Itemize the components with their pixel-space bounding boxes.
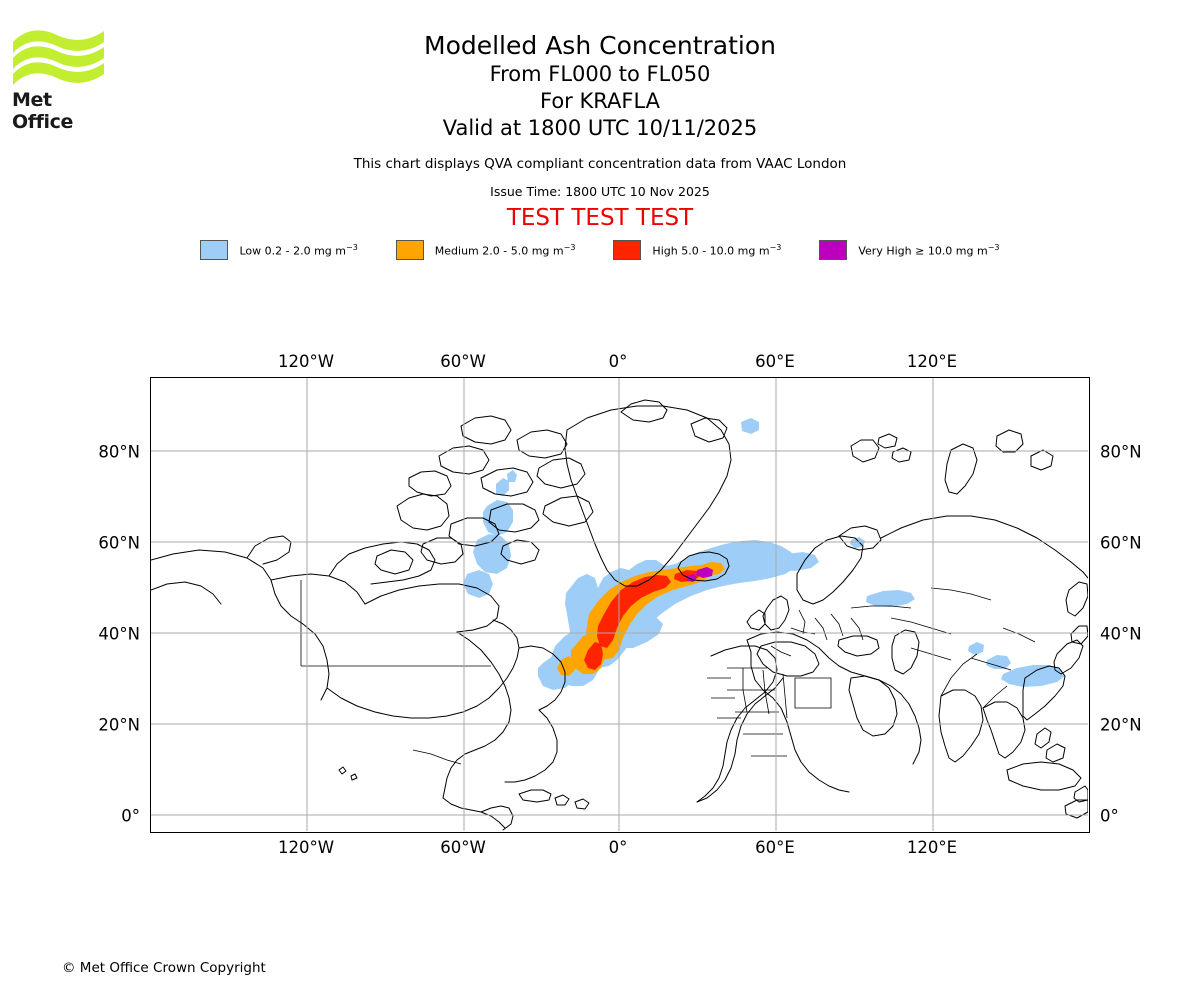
- lat-tick-left-0: 0°: [121, 806, 140, 826]
- legend-swatch-medium: [395, 240, 424, 260]
- legend-label-medium: Medium 2.0 - 5.0 mg m−3: [434, 242, 576, 258]
- lat-tick-right-40n: 40°N: [1100, 624, 1142, 644]
- coastlines: [151, 399, 1088, 831]
- lon-tick-top-60w: 60°W: [440, 352, 486, 371]
- country-borders: [300, 580, 1036, 765]
- lon-tick-top-120e: 120°E: [906, 352, 958, 371]
- lon-tick-top-120w: 120°W: [277, 352, 335, 371]
- met-office-waves-icon: [13, 30, 104, 85]
- valid-time-subtitle: Valid at 1800 UTC 10/11/2025: [442, 116, 758, 140]
- legend-item-very-high: Very High ≥ 10.0 mg m−3: [819, 240, 1000, 260]
- ash-concentration-map[interactable]: [150, 377, 1090, 833]
- met-office-logo: Met Office: [12, 26, 112, 133]
- legend-label-high: High 5.0 - 10.0 mg m−3: [652, 242, 782, 258]
- lon-tick-bottom-60w: 60°W: [440, 838, 486, 857]
- lon-tick-bottom-60e: 60°E: [755, 838, 795, 857]
- flight-level-subtitle: From FL000 to FL050: [489, 62, 711, 86]
- copyright-footer: © Met Office Crown Copyright: [62, 960, 266, 976]
- volcano-subtitle: For KRAFLA: [540, 89, 660, 113]
- legend-item-medium: Medium 2.0 - 5.0 mg m−3: [395, 240, 576, 260]
- lat-tick-right-20n: 20°N: [1100, 715, 1142, 735]
- issue-time: Issue Time: 1800 UTC 10 Nov 2025: [490, 184, 710, 199]
- page-title: Modelled Ash Concentration: [424, 31, 776, 60]
- lon-tick-top-0: 0°: [608, 352, 628, 371]
- legend-label-very-high: Very High ≥ 10.0 mg m−3: [858, 242, 1000, 258]
- lon-tick-bottom-0: 0°: [608, 838, 628, 857]
- legend-swatch-high: [613, 240, 642, 260]
- legend-item-low: Low 0.2 - 2.0 mg m−3: [200, 240, 358, 260]
- lat-tick-left-40n: 40°N: [98, 624, 140, 644]
- concentration-legend: Low 0.2 - 2.0 mg m−3 Medium 2.0 - 5.0 mg…: [0, 240, 1200, 260]
- legend-swatch-very-high: [819, 240, 848, 260]
- legend-swatch-low: [200, 240, 229, 260]
- lat-tick-left-80n: 80°N: [98, 442, 140, 462]
- lon-tick-bottom-120w: 120°W: [277, 838, 335, 857]
- test-banner: TEST TEST TEST: [506, 205, 694, 231]
- chart-header: Modelled Ash Concentration From FL000 to…: [0, 0, 1200, 232]
- legend-item-high: High 5.0 - 10.0 mg m−3: [613, 240, 781, 260]
- map-canvas: [151, 378, 1088, 831]
- lat-tick-right-80n: 80°N: [1100, 442, 1142, 462]
- lon-tick-top-60e: 60°E: [755, 352, 795, 371]
- legend-label-low: Low 0.2 - 2.0 mg m−3: [239, 242, 358, 258]
- met-office-wordmark: Met Office: [12, 89, 73, 133]
- lon-tick-bottom-120e: 120°E: [906, 838, 958, 857]
- lat-tick-left-20n: 20°N: [98, 715, 140, 735]
- qva-note: This chart displays QVA compliant concen…: [353, 156, 847, 172]
- lat-tick-left-60n: 60°N: [98, 533, 140, 553]
- lat-tick-right-60n: 60°N: [1100, 533, 1142, 553]
- lat-tick-right-0: 0°: [1100, 806, 1119, 826]
- map-gridlines: [151, 378, 1088, 831]
